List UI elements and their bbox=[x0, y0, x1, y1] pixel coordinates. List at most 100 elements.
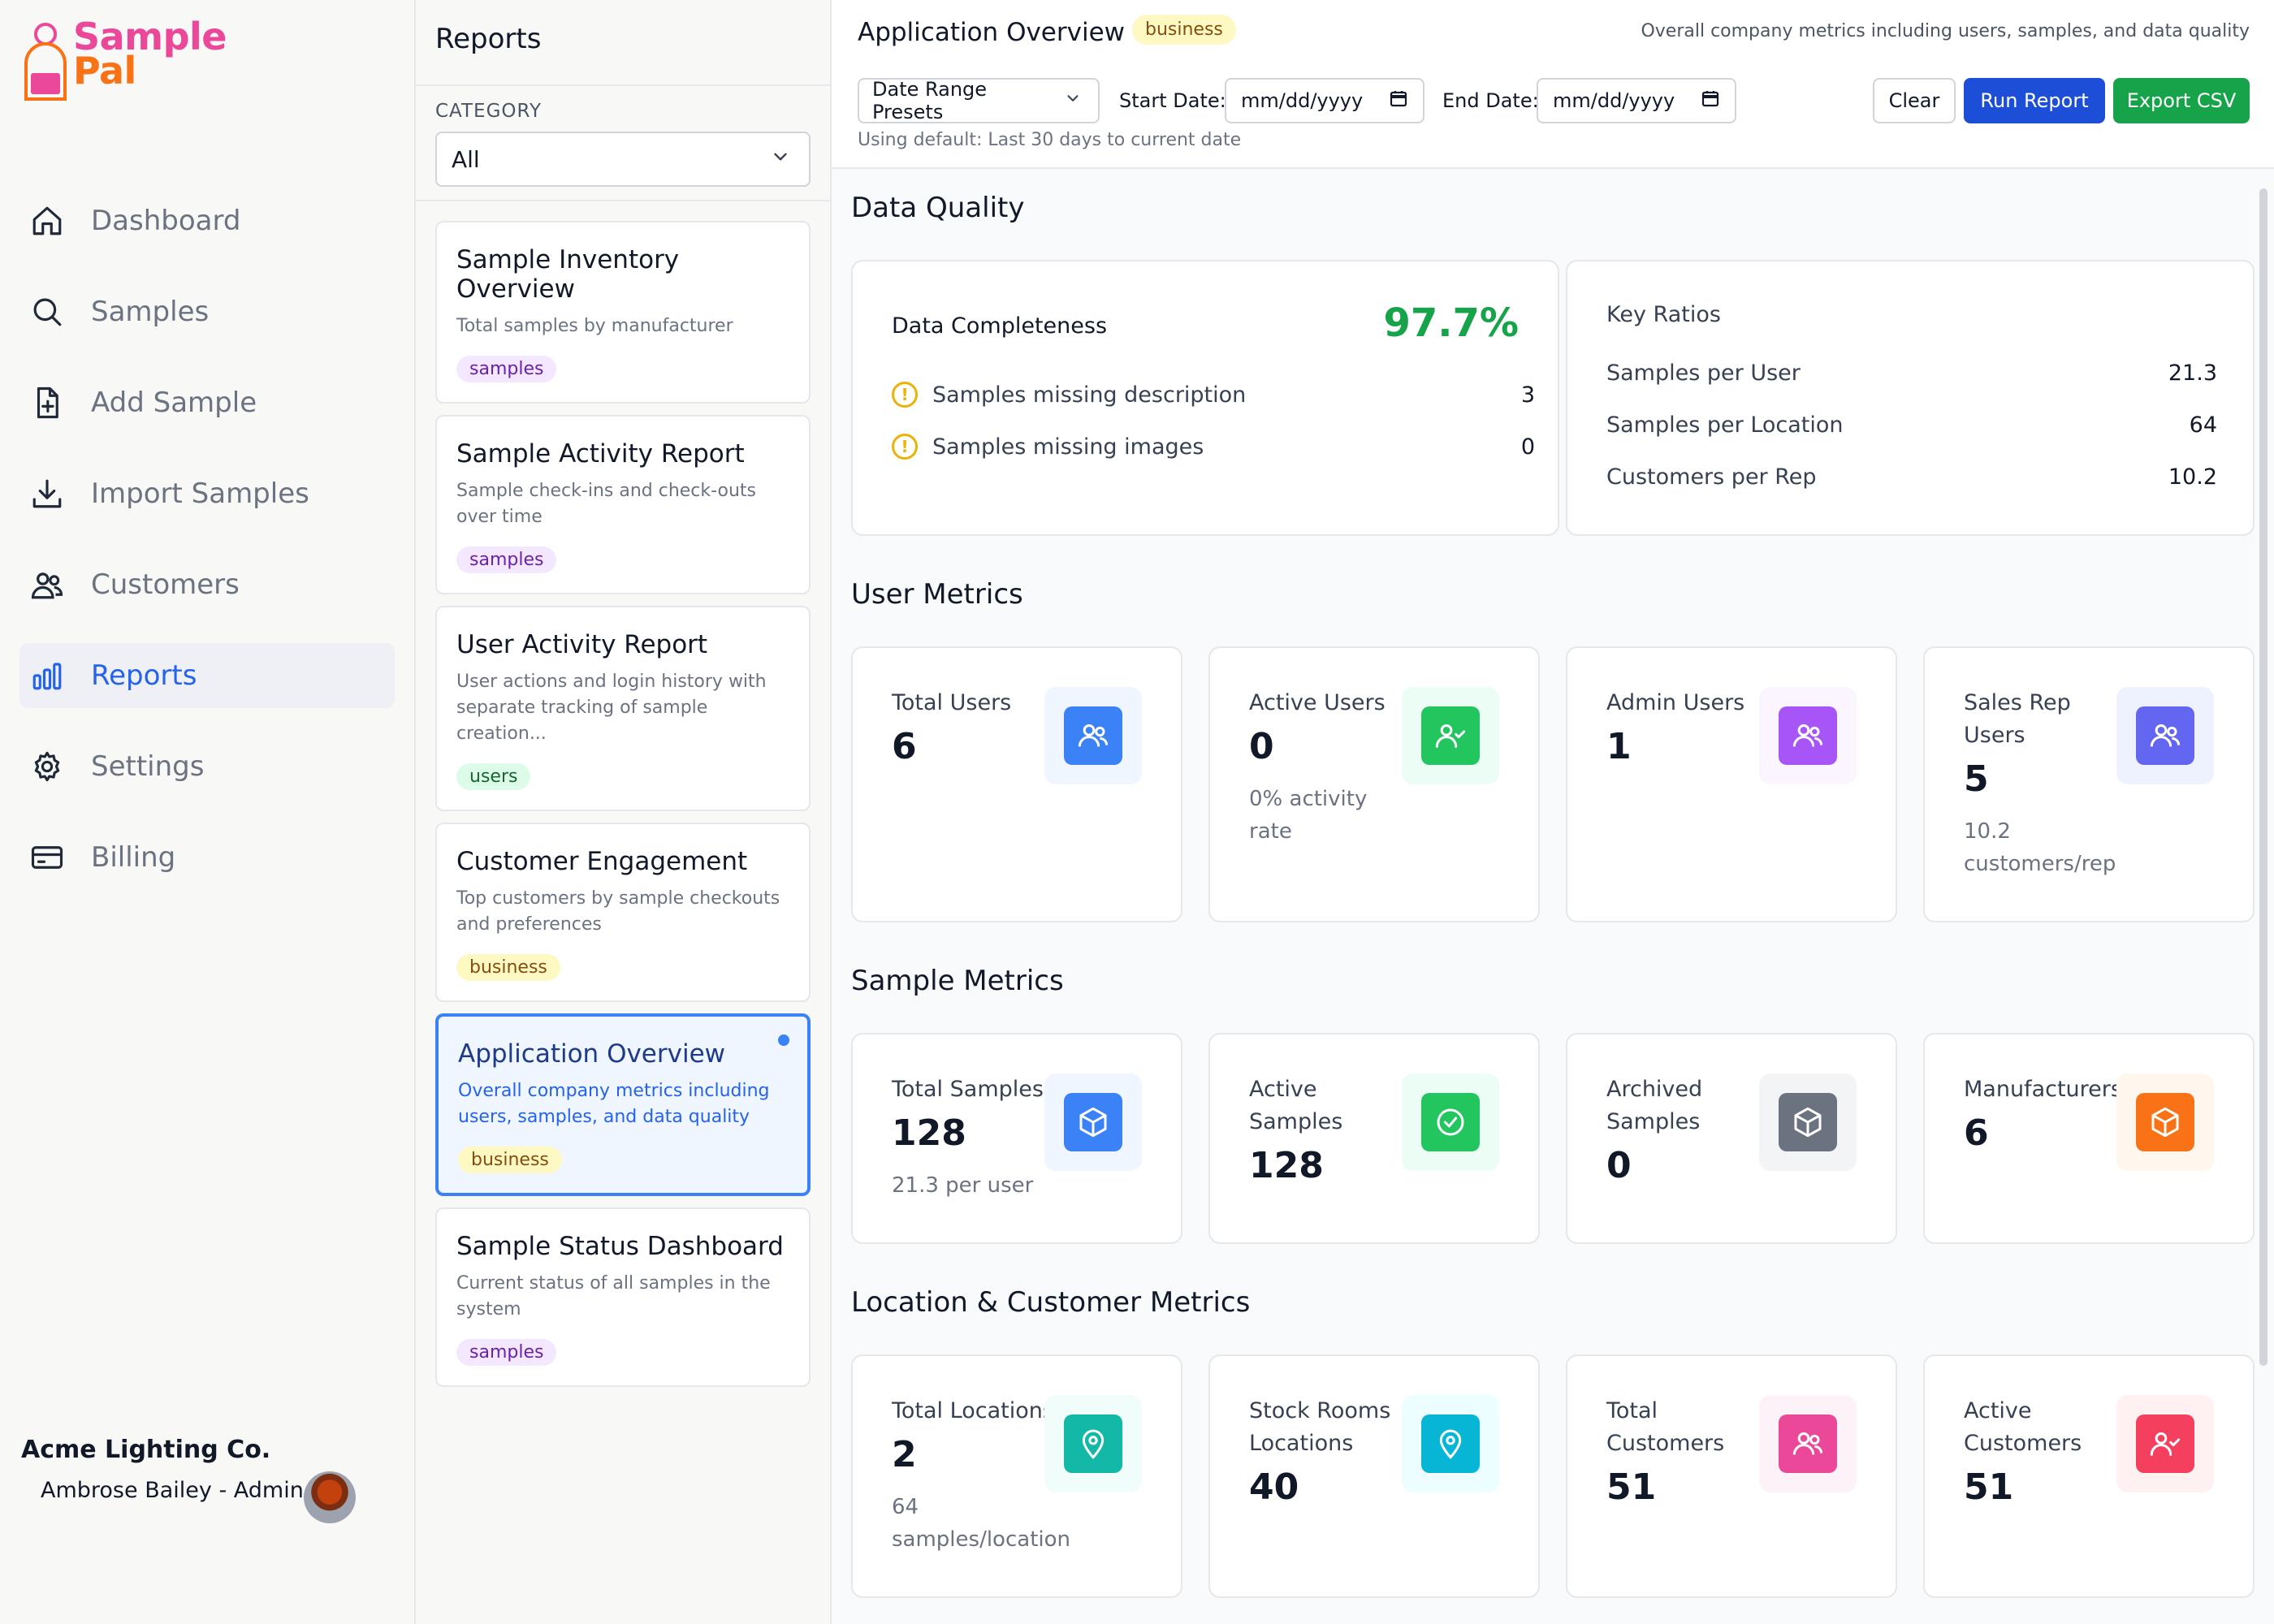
report-cards: Sample Inventory Overview Total samples … bbox=[435, 221, 811, 1398]
reports-list-panel: Reports CATEGORY All Sample Inventory Ov… bbox=[416, 0, 832, 1624]
row-value: 0 bbox=[1520, 434, 1535, 460]
metric-label: Manufacturers bbox=[1964, 1077, 2122, 1102]
date-range-presets-select[interactable]: Date Range Presets bbox=[858, 78, 1100, 123]
report-card-desc: Top customers by sample checkouts and pr… bbox=[456, 888, 780, 935]
calendar-icon[interactable] bbox=[1701, 89, 1720, 113]
report-card-title: Sample Activity Report bbox=[456, 439, 745, 469]
missing-images-row: ! Samples missing images 0 bbox=[892, 430, 1535, 463]
page-subtitle: Overall company metrics including users,… bbox=[1641, 21, 2250, 41]
metric-value: 6 bbox=[892, 726, 917, 767]
report-card-tag: business bbox=[458, 1147, 562, 1173]
users-icon bbox=[1064, 706, 1122, 765]
avatar[interactable] bbox=[304, 1471, 356, 1523]
download-icon bbox=[28, 474, 67, 513]
sidebar-item-settings[interactable]: Settings bbox=[19, 734, 395, 799]
report-card-desc: Current status of all samples in the sys… bbox=[456, 1273, 771, 1320]
users-icon bbox=[28, 565, 67, 604]
metric-card-admin-users: Admin Users 1 bbox=[1566, 646, 1897, 922]
page-title: Application Overview bbox=[858, 18, 1126, 47]
end-date-input[interactable]: mm/dd/yyyy bbox=[1537, 78, 1736, 123]
report-card-sample-inventory[interactable]: Sample Inventory Overview Total samples … bbox=[435, 221, 811, 404]
report-main: Application Overview business Overall co… bbox=[832, 0, 2274, 1624]
metric-card-total-samples: Total Samples 128 21.3 per user bbox=[851, 1033, 1182, 1244]
current-user[interactable]: Ambrose Bailey - Admin bbox=[41, 1478, 304, 1503]
category-badge: business bbox=[1132, 15, 1236, 45]
clear-button[interactable]: Clear bbox=[1873, 78, 1956, 123]
end-date-placeholder: mm/dd/yyyy bbox=[1553, 89, 1675, 112]
sidebar-item-label: Customers bbox=[91, 568, 240, 601]
metric-card-active-samples: Active Samples 128 bbox=[1208, 1033, 1540, 1244]
category-select[interactable]: All bbox=[435, 132, 811, 187]
bar-chart-icon bbox=[28, 656, 67, 695]
logo[interactable]: Sample Pal bbox=[19, 15, 227, 104]
search-icon bbox=[28, 292, 67, 331]
metric-card-active-customers: Active Customers 51 bbox=[1923, 1354, 2255, 1598]
category-label: CATEGORY bbox=[435, 101, 543, 122]
sidebar-item-reports[interactable]: Reports bbox=[19, 643, 395, 708]
warning-icon: ! bbox=[892, 434, 918, 460]
home-icon bbox=[28, 201, 67, 240]
metric-subtext: 0% activity rate bbox=[1249, 787, 1368, 844]
presets-label: Date Range Presets bbox=[872, 78, 988, 123]
metric-subtext: 21.3 per user bbox=[892, 1173, 1034, 1198]
report-card-user-activity[interactable]: User Activity Report User actions and lo… bbox=[435, 606, 811, 811]
report-card-sample-activity[interactable]: Sample Activity Report Sample check-ins … bbox=[435, 415, 811, 594]
metric-label: Archived Samples bbox=[1606, 1077, 1703, 1134]
metric-value: 2 bbox=[892, 1434, 917, 1475]
report-card-tag: samples bbox=[456, 356, 557, 382]
sidebar-item-label: Reports bbox=[91, 659, 197, 692]
report-card-tag: users bbox=[456, 763, 531, 790]
calendar-icon[interactable] bbox=[1389, 89, 1408, 113]
logo-text: Sample Pal bbox=[73, 15, 227, 93]
sidebar-item-billing[interactable]: Billing bbox=[19, 825, 395, 890]
report-card-sample-status[interactable]: Sample Status Dashboard Current status o… bbox=[435, 1207, 811, 1387]
export-csv-button[interactable]: Export CSV bbox=[2113, 78, 2250, 123]
sidebar-item-label: Add Sample bbox=[91, 387, 257, 419]
metric-card-stock-rooms: Stock Rooms Locations 40 bbox=[1208, 1354, 1540, 1598]
run-report-button[interactable]: Run Report bbox=[1964, 78, 2105, 123]
report-card-tag: samples bbox=[456, 1339, 557, 1366]
ratio-row: Customers per Rep 10.2 bbox=[1606, 464, 2217, 490]
metric-label: Admin Users bbox=[1606, 690, 1745, 715]
sidebar-item-import-samples[interactable]: Import Samples bbox=[19, 461, 395, 526]
sidebar-item-samples[interactable]: Samples bbox=[19, 279, 395, 344]
report-card-title: Sample Inventory Overview bbox=[456, 245, 680, 304]
metric-label: Stock Rooms Locations bbox=[1249, 1398, 1391, 1456]
missing-description-row: ! Samples missing description 3 bbox=[892, 378, 1535, 411]
map-pin-icon bbox=[1421, 1415, 1480, 1473]
data-quality-title: Data Quality bbox=[851, 192, 1025, 224]
metric-value: 0 bbox=[1249, 726, 1274, 767]
user-check-icon bbox=[1421, 706, 1480, 765]
selected-indicator bbox=[778, 1034, 789, 1046]
sidebar-item-dashboard[interactable]: Dashboard bbox=[19, 188, 395, 253]
ratio-row: Samples per Location 64 bbox=[1606, 412, 2217, 438]
report-card-application-overview[interactable]: Application Overview Overall company met… bbox=[435, 1013, 811, 1196]
metric-icon-box bbox=[2116, 1073, 2214, 1171]
report-card-title: User Activity Report bbox=[456, 630, 708, 659]
sidebar-item-label: Import Samples bbox=[91, 477, 309, 510]
sidebar: Sample Pal Dashboard Samples Add Sample bbox=[0, 0, 416, 1624]
report-card-desc: Overall company metrics including users,… bbox=[458, 1081, 770, 1127]
report-card-desc: Sample check-ins and check-outs over tim… bbox=[456, 481, 756, 527]
metric-icon-box bbox=[1402, 1073, 1499, 1171]
sidebar-item-add-sample[interactable]: Add Sample bbox=[19, 370, 395, 435]
end-date-label: End Date: bbox=[1442, 89, 1539, 112]
metric-label: Total Samples bbox=[892, 1077, 1044, 1102]
users-icon bbox=[1779, 1415, 1837, 1473]
metric-icon-box bbox=[1402, 687, 1499, 784]
metric-value: 51 bbox=[1606, 1466, 1657, 1508]
sidebar-item-label: Billing bbox=[91, 841, 176, 874]
metric-value: 128 bbox=[1249, 1145, 1324, 1186]
sidebar-item-customers[interactable]: Customers bbox=[19, 552, 395, 617]
row-label: Samples missing images bbox=[932, 434, 1204, 460]
ratio-value: 10.2 bbox=[2168, 464, 2217, 490]
scrollbar[interactable] bbox=[2259, 188, 2268, 1366]
sidebar-item-label: Dashboard bbox=[91, 205, 241, 237]
start-date-input[interactable]: mm/dd/yyyy bbox=[1225, 78, 1424, 123]
report-card-customer-engagement[interactable]: Customer Engagement Top customers by sam… bbox=[435, 823, 811, 1002]
ratio-value: 21.3 bbox=[2168, 361, 2217, 386]
metric-icon-box bbox=[1402, 1395, 1499, 1492]
credit-card-icon bbox=[28, 838, 67, 877]
metric-value: 6 bbox=[1964, 1112, 1989, 1154]
row-value: 3 bbox=[1520, 382, 1535, 408]
